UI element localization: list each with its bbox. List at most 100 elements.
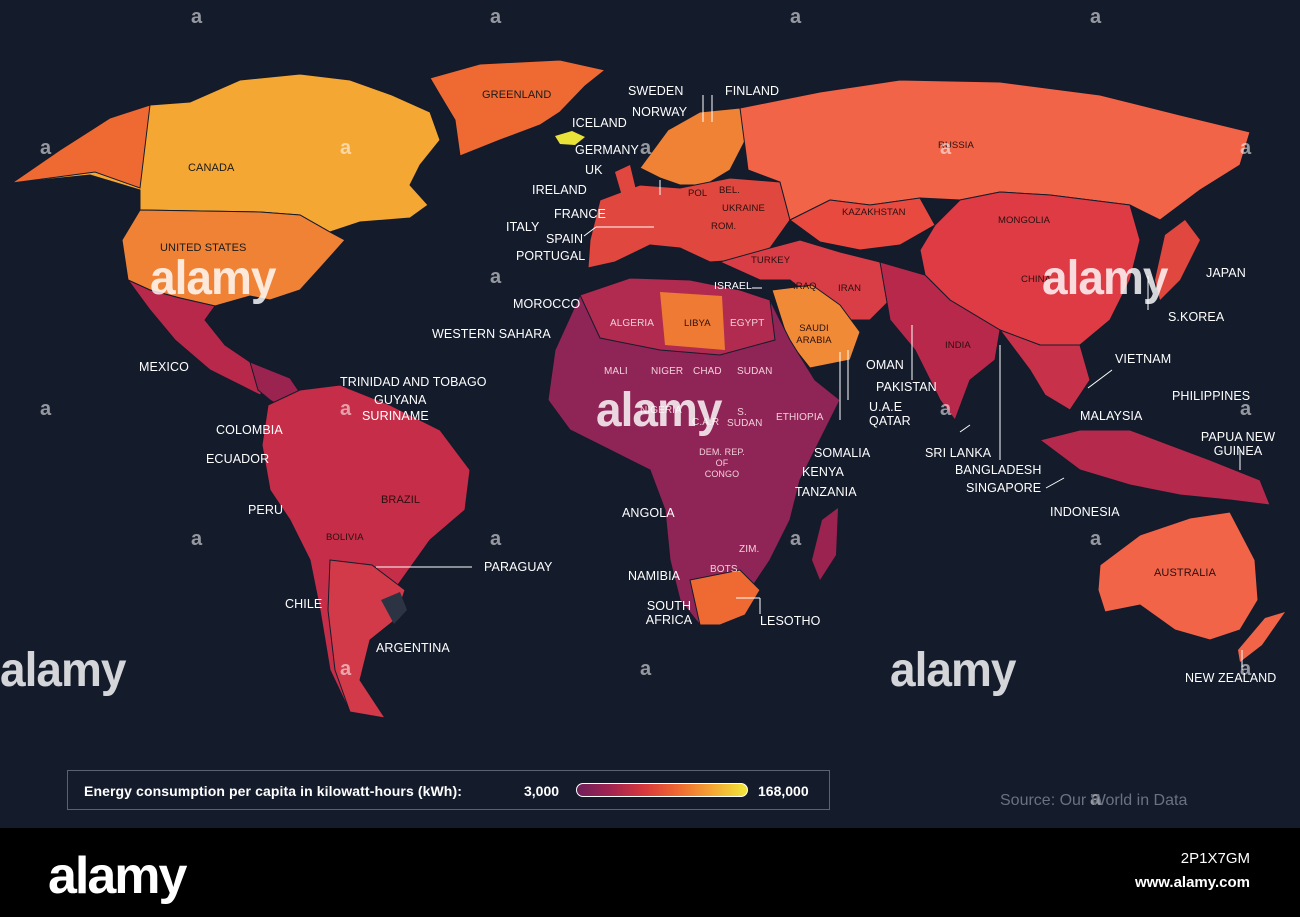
alamy-logo: alamy xyxy=(48,847,187,905)
scandinavia-shape xyxy=(639,107,749,186)
argentina-shape xyxy=(327,559,406,719)
label-israel: ISRAEL xyxy=(714,280,752,292)
label-car: C.A.R xyxy=(692,417,720,428)
label-sudan: SUDAN xyxy=(737,366,773,377)
label-somalia: SOMALIA xyxy=(814,446,871,460)
leader-lines xyxy=(376,95,1243,670)
label-bots: BOTS. xyxy=(710,564,741,575)
label-rom: ROM. xyxy=(711,221,737,232)
label-oman: OMAN xyxy=(866,358,904,372)
label-nigeria: NIGERIA xyxy=(640,405,682,416)
label-s-korea: S.KOREA xyxy=(1168,310,1225,324)
label-france: FRANCE xyxy=(554,207,606,221)
watermark-footer: alamy 2P1X7GM www.alamy.com xyxy=(0,828,1300,917)
label-bangladesh: BANGLADESH xyxy=(955,463,1042,477)
label-south-africa: SOUTH AFRICA xyxy=(645,599,693,627)
watermark-mark: a xyxy=(1240,137,1252,159)
label-iran: IRAN xyxy=(838,283,862,294)
label-united-states: UNITED STATES xyxy=(160,242,247,254)
label-mexico: MEXICO xyxy=(139,360,189,374)
watermark-mark: a xyxy=(790,6,802,28)
watermark-text: alamy xyxy=(596,381,722,437)
watermark-mark: a xyxy=(640,137,652,159)
label-namibia: NAMIBIA xyxy=(628,569,681,583)
label-trinidad-and-tobago: TRINIDAD AND TOBAGO xyxy=(340,375,487,389)
label-iraq: IRAQ xyxy=(793,281,817,292)
label-angola: ANGOLA xyxy=(622,506,675,520)
label-chile: CHILE xyxy=(285,597,323,611)
watermark-mark: a xyxy=(640,658,652,680)
label-mali: MALI xyxy=(604,366,628,377)
label-colombia: COLOMBIA xyxy=(216,423,283,437)
legend-title: Energy consumption per capita in kilowat… xyxy=(84,783,462,799)
label-norway: NORWAY xyxy=(632,105,688,119)
madagascar-shape xyxy=(812,508,838,580)
japan-shape xyxy=(1155,220,1200,300)
middle-east-shape xyxy=(718,239,891,321)
label-china: CHINA xyxy=(1021,274,1052,285)
watermark-mark: a xyxy=(191,6,203,28)
label-malaysia: MALAYSIA xyxy=(1080,409,1143,423)
watermark-mark: a xyxy=(490,6,502,28)
libya-shape xyxy=(660,292,725,350)
watermark-text: alamy xyxy=(890,641,1016,697)
label-sri-lanka: SRI LANKA xyxy=(925,446,992,460)
label-algeria: ALGERIA xyxy=(610,318,655,329)
label-vietnam: VIETNAM xyxy=(1115,352,1172,366)
label-turkey: TURKEY xyxy=(751,255,791,266)
label-germany: GERMANY xyxy=(575,143,639,157)
label-pol: POL xyxy=(688,188,708,199)
label-finland: FINLAND xyxy=(725,84,780,98)
watermark-mark: a xyxy=(940,137,952,159)
iceland-shape xyxy=(555,131,585,145)
label-saudi-arabia: SAUDI ARABIA xyxy=(796,323,832,346)
watermark-mark: a xyxy=(340,398,352,420)
label-greenland: GREENLAND xyxy=(482,89,552,101)
label-canada: CANADA xyxy=(188,162,235,174)
watermark-mark: a xyxy=(40,137,52,159)
label-peru: PERU xyxy=(248,503,284,517)
label-mongolia: MONGOLIA xyxy=(998,215,1051,226)
label-chad: CHAD xyxy=(693,366,722,377)
uk-shape xyxy=(615,165,636,196)
label-portugal: PORTUGAL xyxy=(516,249,586,263)
legend-max-value: 168,000 xyxy=(758,783,809,799)
label-suriname: SURINAME xyxy=(362,409,429,423)
alaska-shape xyxy=(11,104,151,189)
label-uae: U.A.E xyxy=(869,400,903,414)
legend-min-value: 3,000 xyxy=(524,783,560,799)
new-zealand-shape xyxy=(1238,612,1285,662)
label-ireland: IRELAND xyxy=(532,183,587,197)
label-dem-rep-congo: DEM. REP. OF CONGO xyxy=(699,447,745,479)
label-new-zealand: NEW ZEALAND xyxy=(1185,671,1277,685)
label-singapore: SINGAPORE xyxy=(966,481,1042,495)
label-guyana: GUYANA xyxy=(374,393,427,407)
label-brazil: BRAZIL xyxy=(381,494,421,506)
label-argentina: ARGENTINA xyxy=(376,641,450,655)
label-philippines: PHILIPPINES xyxy=(1172,389,1251,403)
watermark-mark: a xyxy=(40,398,52,420)
uruguay-shape xyxy=(381,592,407,624)
watermark-text: alamy xyxy=(0,641,126,697)
australia-shape xyxy=(1097,511,1259,641)
watermark-mark: a xyxy=(191,528,203,550)
south-africa-shape xyxy=(689,569,761,626)
label-japan: JAPAN xyxy=(1206,266,1246,280)
label-niger: NIGER xyxy=(651,366,684,377)
label-s-sudan: S. SUDAN xyxy=(727,407,763,429)
watermark-mark: a xyxy=(1240,398,1252,420)
label-ukraine: UKRAINE xyxy=(722,203,765,214)
watermark-mark: a xyxy=(940,398,952,420)
label-ethiopia: ETHIOPIA xyxy=(776,412,824,423)
label-iceland: ICELAND xyxy=(572,116,627,130)
watermark-mark: a xyxy=(490,266,502,288)
image-id: 2P1X7GM xyxy=(1180,850,1250,867)
watermark-mark: a xyxy=(490,528,502,550)
label-lesotho: LESOTHO xyxy=(760,614,821,628)
label-sweden: SWEDEN xyxy=(628,84,684,98)
label-qatar: QATAR xyxy=(869,414,911,428)
watermark-mark: a xyxy=(340,658,352,680)
watermark-mark: a xyxy=(340,137,352,159)
label-bolivia: BOLIVIA xyxy=(326,532,364,543)
label-pakistan: PAKISTAN xyxy=(876,380,937,394)
